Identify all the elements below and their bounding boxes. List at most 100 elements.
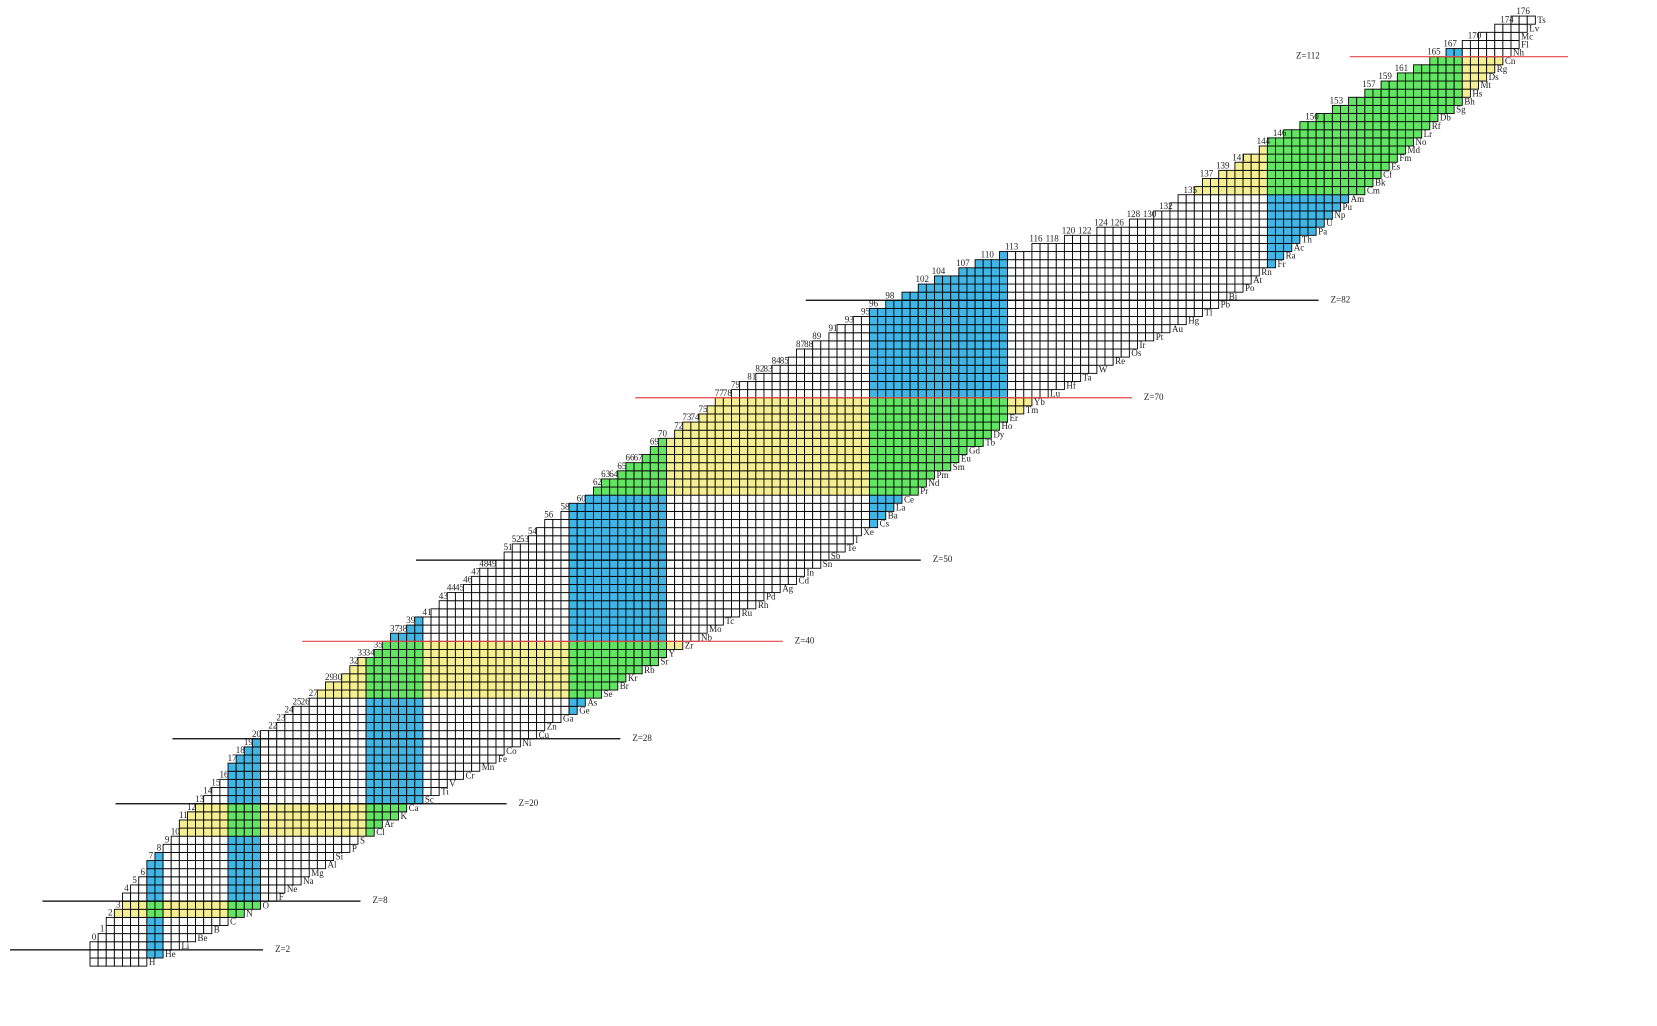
n-label: 26 (301, 696, 311, 706)
cell (560, 567, 570, 577)
cell (1421, 104, 1431, 114)
cell (1177, 267, 1187, 277)
n-label: 0 (92, 932, 97, 942)
cell (722, 559, 732, 569)
cell (381, 689, 391, 699)
magic-label: Z=40 (795, 635, 815, 645)
cell (625, 608, 635, 618)
cell (763, 462, 773, 472)
cell (479, 600, 489, 610)
cell (1421, 96, 1431, 106)
cell (1039, 242, 1049, 253)
cell (276, 746, 286, 756)
cell (1445, 64, 1455, 74)
cell (511, 648, 521, 659)
cell (235, 795, 245, 805)
cell (592, 592, 603, 602)
cell (1128, 332, 1138, 342)
cell (1080, 332, 1090, 342)
cell (1250, 242, 1260, 253)
cell (584, 519, 594, 529)
cell (1201, 186, 1212, 196)
cell (495, 697, 505, 707)
cell (666, 510, 676, 520)
magic-label: Z=28 (632, 733, 652, 743)
cell (454, 754, 464, 764)
cell (828, 372, 838, 382)
cell (1080, 299, 1090, 309)
cell (812, 527, 822, 537)
cell (917, 454, 927, 464)
cell (1047, 316, 1057, 326)
cell (739, 405, 749, 415)
cell (990, 324, 1000, 334)
cell (186, 892, 197, 902)
cell (284, 811, 294, 821)
cell (170, 868, 180, 878)
cell (576, 543, 586, 553)
cell (268, 787, 278, 797)
cell (1088, 340, 1098, 350)
cell (454, 697, 464, 707)
cell (1266, 242, 1276, 253)
cell (1266, 210, 1276, 220)
cell (609, 632, 619, 642)
cell-grid (89, 15, 1536, 967)
cell (1104, 275, 1114, 285)
cell (503, 697, 513, 707)
cell (1510, 31, 1520, 41)
cell (714, 608, 724, 618)
cell (990, 259, 1000, 269)
cell (446, 730, 456, 740)
cell (1429, 56, 1439, 66)
cell (901, 454, 911, 464)
cell (1453, 64, 1463, 74)
element-label: Po (1245, 283, 1255, 293)
cell (592, 665, 603, 675)
cell (649, 616, 659, 626)
cell (503, 657, 513, 667)
cell (1177, 242, 1187, 253)
cell (1275, 202, 1285, 212)
cell (820, 527, 830, 537)
element-label: Fr (1278, 259, 1286, 269)
cell (1331, 161, 1341, 171)
element-label: S (360, 835, 365, 845)
n-label: 53 (520, 534, 530, 544)
cell (430, 738, 440, 748)
cell (885, 470, 895, 480)
cell (1031, 340, 1041, 350)
n-label: 87 (796, 339, 806, 349)
cell (454, 648, 464, 659)
cell (406, 657, 416, 667)
cell (804, 397, 814, 407)
cell (1291, 226, 1301, 236)
cell (170, 884, 180, 894)
cell (836, 494, 846, 504)
cell (503, 551, 513, 561)
cell (690, 600, 700, 610)
cell (308, 851, 318, 862)
cell (966, 397, 976, 407)
cell (828, 429, 838, 439)
cell (1275, 186, 1285, 196)
cell (625, 632, 635, 642)
cell (1088, 267, 1098, 277)
cell (536, 705, 546, 715)
cell (154, 900, 164, 910)
cell (860, 332, 870, 342)
cell (609, 543, 619, 553)
cell (852, 381, 862, 391)
cell (495, 559, 505, 569)
cell (357, 738, 367, 748)
cell (755, 584, 765, 594)
cell (1112, 316, 1122, 326)
cell (877, 462, 887, 472)
cell (463, 616, 473, 626)
cell (1348, 169, 1358, 179)
element-label: Rn (1261, 267, 1272, 277)
cell (860, 405, 870, 415)
cell (617, 575, 627, 585)
cell (812, 437, 822, 447)
cell (917, 421, 927, 431)
